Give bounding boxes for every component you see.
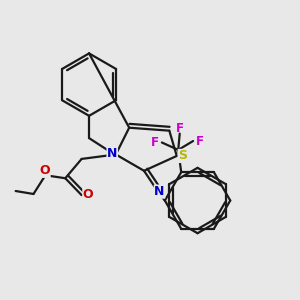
Text: N: N (154, 185, 165, 198)
Text: F: F (151, 136, 159, 149)
Text: S: S (178, 149, 187, 162)
Text: N: N (107, 147, 117, 161)
Text: F: F (176, 122, 184, 135)
Text: O: O (83, 188, 94, 201)
Text: O: O (40, 164, 50, 177)
Text: F: F (196, 134, 204, 148)
